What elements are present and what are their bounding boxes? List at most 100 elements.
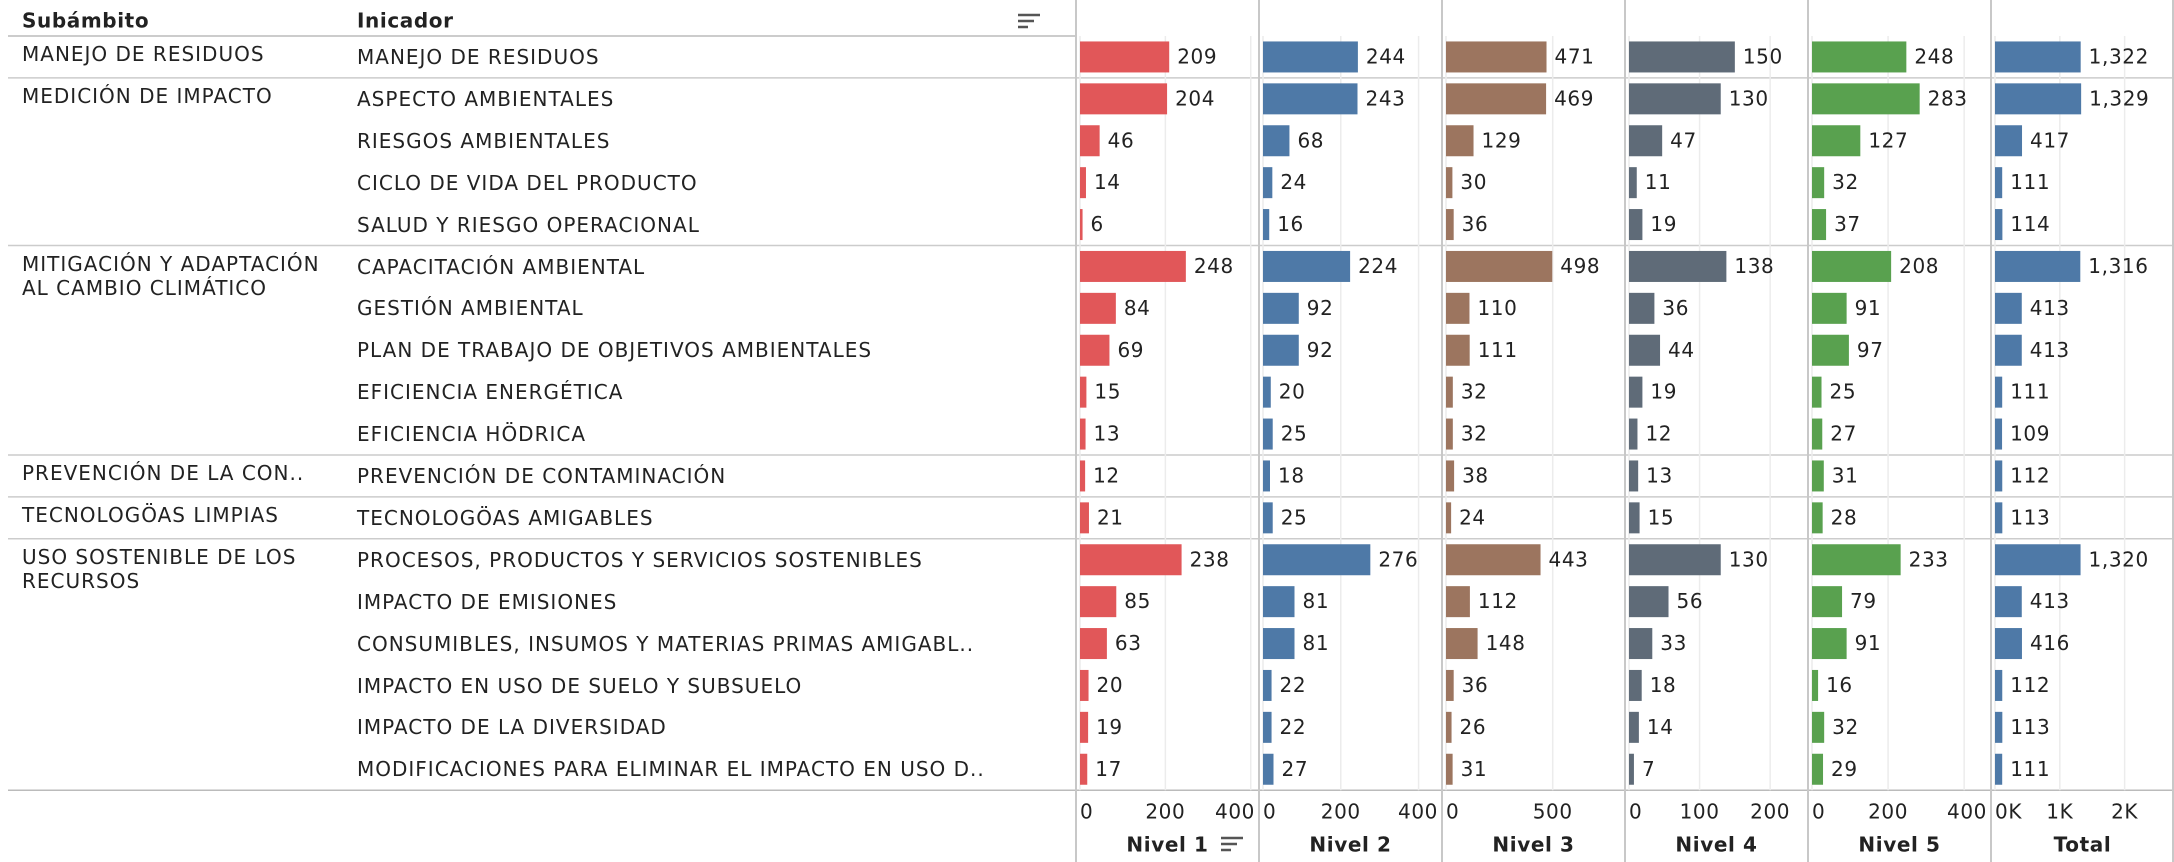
- value-label: 33: [1660, 631, 1687, 655]
- value-label: 36: [1462, 673, 1489, 697]
- value-label: 248: [1914, 44, 1954, 68]
- group-label: TECNOLOGÖAS LIMPIAS: [22, 502, 279, 527]
- value-label: 12: [1645, 422, 1672, 446]
- bar: [1629, 669, 1642, 701]
- category-label: IMPACTO DE LA DIVERSIDAD: [357, 715, 667, 740]
- category-label: PREVENCIÓN DE CONTAMINACIÓN: [357, 464, 727, 488]
- bar: [1446, 418, 1453, 450]
- bar: [1080, 209, 1083, 241]
- bar: [1995, 292, 2022, 324]
- value-label: 1,322: [2089, 44, 2149, 68]
- x-tick-label: 200: [1145, 800, 1185, 824]
- value-label: 69: [1117, 338, 1144, 362]
- bar: [1812, 334, 1849, 366]
- bar: [1446, 460, 1455, 492]
- value-label: 30: [1460, 170, 1487, 194]
- x-tick-label: 400: [1215, 800, 1255, 824]
- value-label: 238: [1190, 547, 1230, 571]
- x-tick-label: 400: [1947, 800, 1987, 824]
- bar: [1263, 711, 1272, 743]
- bar: [1446, 586, 1470, 618]
- bar: [1995, 41, 2081, 73]
- value-label: 14: [1094, 170, 1121, 194]
- panel-title: Nivel 2: [1309, 833, 1391, 857]
- bar: [1629, 586, 1669, 618]
- value-label: 413: [2030, 589, 2070, 613]
- value-label: 27: [1830, 422, 1857, 446]
- value-label: 25: [1281, 422, 1308, 446]
- x-tick-label: 500: [1533, 800, 1573, 824]
- sort-icon[interactable]: [1018, 13, 1040, 29]
- bar: [1629, 544, 1721, 576]
- value-label: 112: [2010, 463, 2050, 487]
- value-label: 1,320: [2089, 547, 2149, 571]
- bar: [1446, 209, 1454, 241]
- bar: [1263, 292, 1299, 324]
- bar: [1446, 250, 1553, 282]
- bar: [1263, 418, 1273, 450]
- value-label: 1,329: [2089, 86, 2149, 110]
- bar: [1812, 460, 1824, 492]
- value-label: 81: [1303, 589, 1330, 613]
- value-label: 24: [1459, 505, 1486, 529]
- value-label: 22: [1280, 673, 1307, 697]
- value-label: 6: [1091, 212, 1104, 236]
- value-label: 16: [1826, 673, 1853, 697]
- x-tick-label: 0: [1812, 800, 1825, 824]
- value-label: 36: [1662, 296, 1689, 320]
- value-label: 97: [1857, 338, 1884, 362]
- value-label: 209: [1177, 44, 1217, 68]
- bar: [1995, 209, 2003, 241]
- value-label: 498: [1560, 254, 1600, 278]
- bar: [1080, 125, 1100, 157]
- bar: [1812, 83, 1920, 115]
- value-label: 13: [1646, 463, 1673, 487]
- value-label: 91: [1855, 296, 1882, 320]
- bar: [1812, 586, 1843, 618]
- value-label: 471: [1555, 44, 1595, 68]
- bar: [1446, 753, 1453, 785]
- bar: [1629, 711, 1639, 743]
- bar: [1995, 628, 2022, 660]
- bar: [1080, 586, 1117, 618]
- bar: [1080, 544, 1182, 576]
- value-label: 68: [1297, 128, 1324, 152]
- bar: [1629, 460, 1639, 492]
- value-label: 37: [1834, 212, 1861, 236]
- bar: [1629, 502, 1640, 534]
- bar: [1080, 41, 1170, 73]
- bar: [1263, 334, 1299, 366]
- bar: [1263, 376, 1271, 408]
- x-tick-label: 0: [1446, 800, 1459, 824]
- value-label: 63: [1115, 631, 1142, 655]
- category-label: MANEJO DE RESIDUOS: [357, 45, 600, 69]
- value-label: 19: [1650, 380, 1677, 404]
- bar: [1812, 628, 1847, 660]
- value-label: 233: [1909, 547, 1949, 571]
- value-label: 204: [1175, 86, 1215, 110]
- value-label: 110: [1477, 296, 1517, 320]
- value-label: 109: [2010, 422, 2050, 446]
- bar: [1812, 292, 1847, 324]
- bar: [1812, 250, 1892, 282]
- bar: [1263, 250, 1351, 282]
- bar: [1263, 544, 1371, 576]
- panel-title: Nivel 3: [1492, 833, 1574, 857]
- category-label: SALUD Y RIESGO OPERACIONAL: [357, 212, 700, 237]
- value-label: 31: [1461, 757, 1488, 781]
- bar: [1812, 753, 1824, 785]
- value-label: 25: [1830, 380, 1857, 404]
- sort-icon[interactable]: [1221, 836, 1243, 852]
- bar: [1263, 502, 1273, 534]
- value-label: 469: [1554, 86, 1594, 110]
- bar: [1812, 711, 1825, 743]
- panel-title: Nivel 4: [1675, 833, 1757, 857]
- category-label: CONSUMIBLES, INSUMOS Y MATERIAS PRIMAS A…: [357, 631, 975, 656]
- value-label: 13: [1094, 422, 1121, 446]
- value-label: 79: [1850, 589, 1877, 613]
- bar: [1080, 376, 1087, 408]
- value-label: 111: [1478, 338, 1518, 362]
- bar: [1263, 753, 1274, 785]
- bar: [1080, 669, 1089, 701]
- value-label: 18: [1650, 673, 1677, 697]
